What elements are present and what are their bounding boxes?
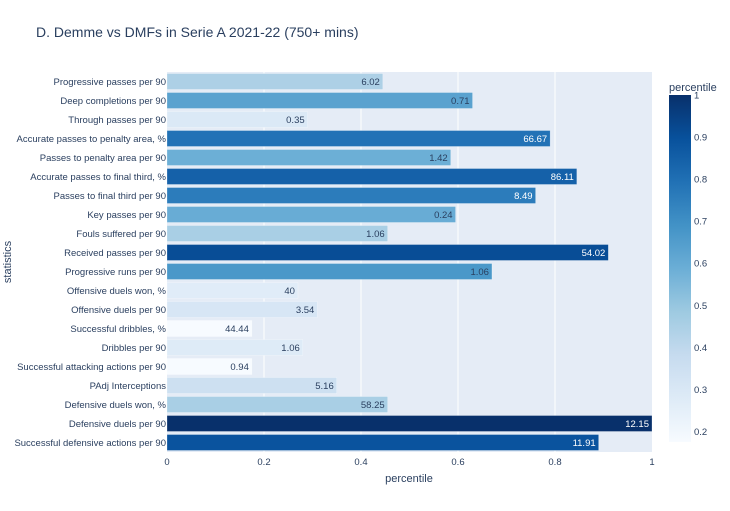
bar-value-label: 1.06 (366, 229, 385, 240)
x-tick-label: 0.2 (257, 457, 270, 468)
category-label: Progressive runs per 90 (65, 267, 166, 278)
category-label: Progressive passes per 90 (54, 77, 166, 88)
x-axis-ticks: 0 0.2 0.4 0.6 0.8 1 (164, 457, 654, 468)
bar[interactable] (166, 130, 551, 147)
category-label: Accurate passes to final third, % (30, 172, 166, 183)
category-label: Defensive duels per 90 (69, 419, 166, 430)
category-label: Fouls suffered per 90 (76, 229, 166, 240)
bar-value-label: 0.35 (286, 115, 305, 126)
bar[interactable] (166, 282, 299, 299)
colorbar-tick-label: 0.2 (694, 427, 707, 438)
bar-value-label: 6.02 (361, 77, 380, 88)
category-label: Key passes per 90 (87, 210, 166, 221)
bar-value-label: 0.71 (451, 96, 470, 107)
bar[interactable] (166, 434, 599, 451)
colorbar-tick-label: 0.3 (694, 385, 707, 396)
bar-value-label: 1.06 (281, 343, 300, 354)
category-label: Passes to final third per 90 (54, 191, 166, 202)
colorbar-title: percentile (669, 82, 717, 94)
colorbar-tick-label: 0.9 (694, 133, 707, 144)
colorbar-tick-label: 0.4 (694, 343, 707, 354)
category-label: Received passes per 90 (64, 248, 166, 259)
bar-value-label: 86.11 (551, 172, 574, 183)
bar[interactable] (166, 339, 304, 356)
category-label: Accurate passes to penalty area, % (17, 134, 167, 145)
bar-value-label: 1.42 (429, 153, 448, 164)
bar-value-label: 66.67 (523, 134, 547, 145)
category-label: Successful attacking actions per 90 (17, 362, 166, 373)
bar-value-label: 8.49 (514, 191, 533, 202)
bar[interactable] (166, 358, 253, 375)
category-label: Passes to penalty area per 90 (40, 153, 166, 164)
bar[interactable] (166, 377, 337, 394)
colorbar-tick-label: 0.6 (694, 259, 707, 270)
bar[interactable] (166, 301, 318, 318)
category-label: Offensive duels won, % (67, 286, 167, 297)
bar[interactable] (166, 187, 536, 204)
bars: 6.02 0.71 0.35 66.67 1.42 86.11 8.49 0.24 1.06 54… (166, 73, 653, 451)
colorbar-gradient (669, 95, 691, 442)
bar[interactable] (166, 244, 609, 261)
bar[interactable] (166, 415, 653, 432)
bar[interactable] (166, 206, 456, 223)
colorbar-tick-label: 0.7 (694, 217, 707, 228)
x-axis-title: percentile (385, 473, 433, 485)
bar[interactable] (166, 168, 578, 185)
bar[interactable] (166, 149, 451, 166)
bar[interactable] (166, 111, 308, 128)
bar-value-label: 40 (284, 286, 295, 297)
category-label: PAdj Interceptions (90, 381, 167, 392)
category-label: Defensive duels won, % (65, 400, 167, 411)
bar[interactable] (166, 225, 388, 242)
bar[interactable] (166, 73, 384, 90)
category-label: Deep completions per 90 (60, 96, 166, 107)
bar-value-label: 11.91 (573, 438, 596, 449)
bar[interactable] (166, 396, 388, 413)
bar-value-label: 0.24 (434, 210, 453, 221)
category-label: Dribbles per 90 (102, 343, 166, 354)
colorbar-tick-label: 0.5 (694, 301, 707, 312)
bar-value-label: 54.02 (582, 248, 606, 259)
category-label: Successful dribbles, % (70, 324, 166, 335)
category-label: Offensive duels per 90 (71, 305, 166, 316)
x-tick-label: 0.4 (354, 457, 367, 468)
category-labels: Progressive passes per 90 Deep completion… (14, 77, 166, 449)
bar-value-label: 3.54 (296, 305, 315, 316)
bar-value-label: 1.06 (470, 267, 489, 278)
category-label: Through passes per 90 (68, 115, 166, 126)
colorbar-ticks: 1 0.9 0.8 0.7 0.6 0.5 0.4 0.3 0.2 (694, 91, 707, 438)
colorbar-tick-label: 1 (694, 91, 699, 102)
y-axis-title: statistics (2, 240, 14, 283)
bar-value-label: 0.94 (230, 362, 249, 373)
colorbar-tick-label: 0.8 (694, 175, 707, 186)
bar-value-label: 58.25 (361, 400, 385, 411)
category-label: Successful defensive actions per 90 (14, 438, 166, 449)
chart-title: D. Demme vs DMFs in Serie A 2021-22 (750… (36, 24, 359, 40)
bar[interactable] (166, 320, 253, 337)
x-tick-label: 1 (649, 457, 654, 468)
colorbar: percentile 1 0.9 0.8 0.7 0.6 0.5 0.4 0.3 0.2 (669, 82, 717, 442)
x-tick-label: 0 (164, 457, 169, 468)
plot-background (167, 72, 652, 452)
bar-value-label: 5.16 (315, 381, 334, 392)
bar[interactable] (166, 92, 473, 109)
bar[interactable] (166, 263, 493, 280)
x-tick-label: 0.8 (548, 457, 561, 468)
bar-value-label: 12.15 (625, 419, 649, 430)
x-tick-label: 0.6 (451, 457, 464, 468)
bar-value-label: 44.44 (225, 324, 249, 335)
